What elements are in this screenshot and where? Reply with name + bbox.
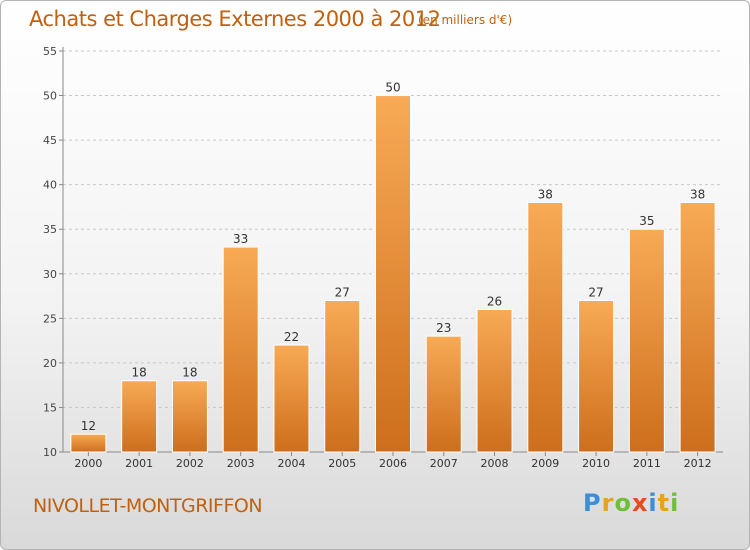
proxiti-logo: Proxiti	[583, 489, 679, 517]
y-tick-label: 20	[43, 357, 57, 370]
y-tick-labels: 10 15 20 25 30 35 40 45 50 55	[43, 45, 57, 459]
data-label-2004: 22	[284, 330, 299, 344]
x-tick-label: 2011	[633, 457, 661, 470]
data-label-2005: 27	[335, 286, 350, 300]
data-label-2008: 26	[487, 294, 502, 308]
x-tick-label: 2003	[227, 457, 255, 470]
y-tick-label: 25	[43, 312, 57, 325]
bar-2000	[70, 433, 107, 453]
y-tick-label: 45	[43, 134, 57, 147]
bar-2003	[222, 246, 259, 453]
data-label-2010: 27	[588, 286, 603, 300]
x-tick-label: 2009	[531, 457, 559, 470]
data-label-2003: 33	[233, 232, 248, 246]
data-label-2012: 38	[690, 187, 705, 201]
y-tick-label: 15	[43, 401, 57, 414]
bar-2007	[425, 335, 462, 453]
y-tick-label: 55	[43, 45, 57, 58]
data-label-2011: 35	[639, 214, 654, 228]
data-label-2000: 12	[81, 419, 96, 433]
data-label-2007: 23	[436, 321, 451, 335]
bar-2004	[273, 344, 310, 453]
x-tick-label: 2008	[481, 457, 509, 470]
x-tick-label: 2000	[74, 457, 102, 470]
y-tick-label: 40	[43, 179, 57, 192]
y-tick-label: 30	[43, 268, 57, 281]
logo-letter: P	[583, 489, 602, 517]
x-tick-label: 2010	[582, 457, 610, 470]
chart-subtitle: (en milliers d'€)	[418, 13, 513, 27]
logo-letter: t	[657, 489, 671, 517]
x-tick-labels: 2000 2001 2002 2003 2004 2005 2006 2007 2008 2009…	[74, 452, 712, 470]
data-label-2001: 18	[132, 366, 147, 380]
logo-letter: o	[614, 489, 632, 517]
chart-title: Achats et Charges Externes 2000 à 2012	[29, 7, 441, 31]
logo-letter: i	[670, 489, 680, 517]
y-tick-label: 50	[43, 90, 57, 103]
bar-2006	[375, 95, 411, 453]
y-tick-label: 10	[43, 446, 57, 459]
bar-2011	[628, 228, 665, 453]
x-tick-label: 2012	[684, 457, 712, 470]
logo-letter: r	[601, 489, 615, 517]
x-tick-label: 2002	[176, 457, 204, 470]
bar-2012	[679, 201, 716, 453]
bar-2009	[527, 201, 564, 453]
bar-2010	[578, 300, 615, 453]
commune-name: NIVOLLET-MONTGRIFFON	[33, 495, 263, 517]
bars: 12 18 18 33 22 27 50 23 26 38 27 35 38	[70, 81, 716, 453]
bar-2001	[121, 380, 158, 453]
x-tick-label: 2004	[277, 457, 305, 470]
logo-letter: i	[648, 489, 658, 517]
data-label-2002: 18	[182, 366, 197, 380]
data-label-2009: 38	[538, 187, 553, 201]
logo-letter: x	[631, 489, 649, 517]
data-label-2006: 50	[385, 81, 400, 95]
x-tick-label: 2006	[379, 457, 407, 470]
bar-2005	[324, 300, 361, 453]
bar-2002	[171, 380, 208, 453]
x-tick-label: 2001	[125, 457, 153, 470]
x-tick-label: 2007	[430, 457, 458, 470]
bar-2008	[476, 308, 513, 453]
x-tick-label: 2005	[328, 457, 356, 470]
y-tick-label: 35	[43, 223, 57, 236]
